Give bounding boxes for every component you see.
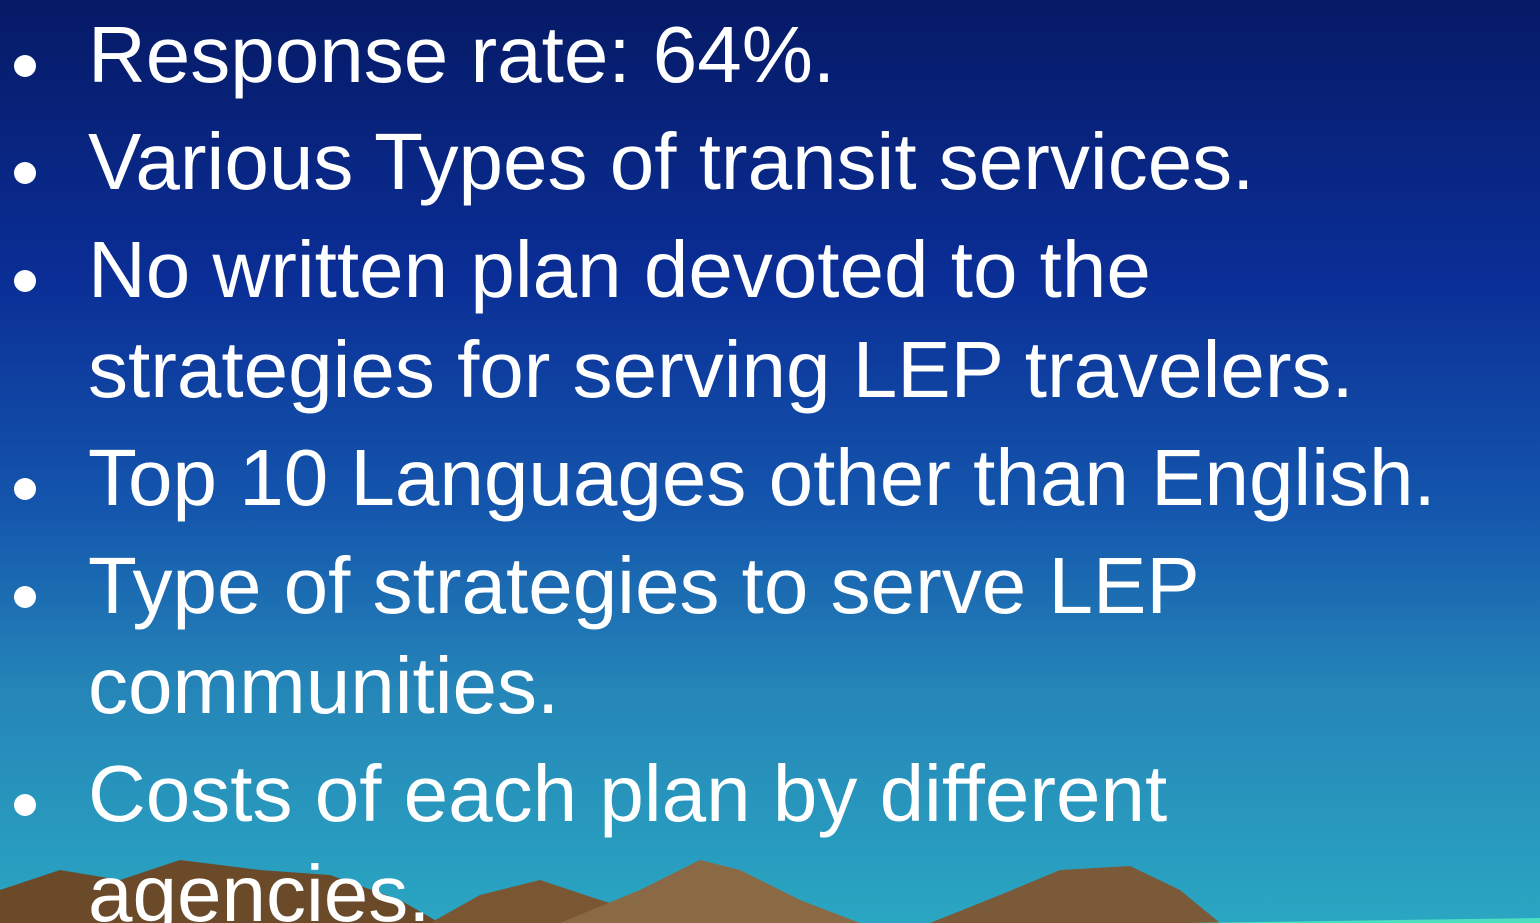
bullet-text: Response rate: 64%. bbox=[88, 10, 836, 99]
bullet-dot bbox=[14, 794, 36, 816]
bullet-dot bbox=[14, 270, 36, 292]
bullet-dot bbox=[14, 162, 36, 184]
bullet-text: agencies. bbox=[88, 849, 431, 923]
bullet-text: Various Types of transit services. bbox=[88, 117, 1255, 206]
bullet-dot bbox=[14, 586, 36, 608]
bullet-dot bbox=[14, 478, 36, 500]
bullet-dot bbox=[14, 55, 36, 77]
bullet-text: Type of strategies to serve LEP bbox=[88, 541, 1200, 630]
bullet-text: strategies for serving LEP travelers. bbox=[88, 325, 1354, 414]
bullet-text: Top 10 Languages other than English. bbox=[88, 433, 1436, 522]
bullet-text: Costs of each plan by different bbox=[88, 749, 1168, 838]
bullet-text: No written plan devoted to the bbox=[88, 225, 1151, 314]
bullet-text: communities. bbox=[88, 641, 560, 730]
